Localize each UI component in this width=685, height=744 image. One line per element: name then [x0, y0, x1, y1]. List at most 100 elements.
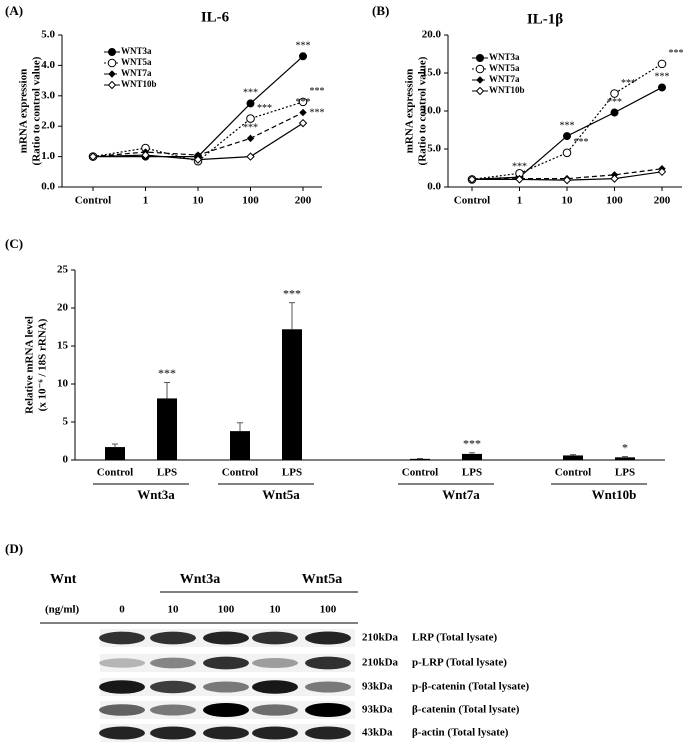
chart-title: IL-6 — [201, 9, 230, 25]
significance: * — [622, 440, 628, 454]
band — [99, 631, 145, 645]
marker — [107, 58, 117, 68]
marker — [475, 64, 485, 74]
marker — [246, 152, 255, 161]
significance: *** — [463, 437, 481, 451]
marker — [108, 70, 116, 78]
marker — [108, 48, 116, 56]
y-tick-label: 1.0 — [41, 150, 55, 162]
y-axis-label: (Ratio to control value) — [417, 56, 429, 165]
y-tick-label: 5.0 — [41, 29, 55, 41]
panel-label: (C) — [5, 236, 23, 251]
bar — [105, 447, 125, 460]
x-tick-label: Control — [75, 195, 111, 207]
legend-label: WNT3a — [489, 52, 520, 62]
x-tick-label: Control — [555, 467, 591, 479]
panel-label: (D) — [5, 541, 23, 556]
size-label: 210kDa — [362, 632, 399, 644]
marker — [610, 108, 619, 117]
marker — [657, 59, 667, 69]
marker — [467, 175, 477, 184]
row-label: β-catenin (Total lysate) — [412, 704, 520, 716]
marker — [562, 148, 572, 158]
band — [150, 726, 196, 740]
band — [203, 703, 249, 717]
band — [203, 726, 249, 740]
marker — [562, 175, 572, 185]
band — [305, 726, 351, 740]
y-tick-label: 15 — [57, 340, 69, 352]
bar — [230, 431, 250, 460]
marker — [193, 155, 203, 164]
bar — [615, 457, 635, 460]
band — [99, 704, 145, 716]
x-tick-label: Control — [222, 467, 258, 479]
band — [252, 657, 298, 669]
y-axis-label: mRNA expression — [404, 69, 416, 153]
chart-title: IL-1β — [527, 11, 563, 27]
marker — [476, 76, 484, 84]
row-label: LRP (Total lysate) — [412, 632, 497, 644]
band — [203, 681, 249, 693]
group-label: Wnt5a — [262, 487, 300, 502]
group-label: Wnt3a — [137, 487, 175, 502]
marker — [658, 83, 666, 92]
bar — [282, 329, 302, 460]
marker — [476, 54, 484, 62]
group-label: Wnt10b — [592, 487, 637, 502]
y-tick-label: 10 — [57, 378, 69, 390]
marker — [298, 118, 308, 128]
marker — [299, 108, 307, 117]
x-tick-label: 1 — [517, 195, 523, 207]
y-tick-label: 15.0 — [422, 67, 442, 79]
band — [150, 657, 196, 669]
y-axis-label: mRNA expression — [18, 69, 30, 153]
significance: *** — [621, 78, 636, 89]
significance: *** — [296, 41, 311, 52]
band — [203, 656, 249, 670]
band — [252, 704, 298, 716]
marker — [298, 97, 308, 107]
size-label: 210kDa — [362, 657, 399, 669]
bar — [563, 455, 583, 460]
x-tick-label: LPS — [157, 467, 177, 479]
significance: *** — [257, 103, 272, 114]
panel-label: (A) — [5, 3, 23, 18]
dose-label: 0 — [119, 604, 125, 616]
y-axis-label: (x 10⁻⁶ / 18S rRNA) — [37, 318, 49, 411]
dose-label: 10 — [168, 604, 180, 616]
size-label: 93kDa — [362, 681, 393, 693]
y-tick-label: 20.0 — [422, 29, 442, 41]
band — [99, 726, 145, 740]
x-tick-label: 200 — [295, 195, 312, 207]
dose-label: 100 — [320, 604, 337, 616]
significance: *** — [607, 97, 622, 108]
x-tick-label: 1 — [143, 195, 149, 207]
significance: *** — [310, 86, 325, 97]
legend-label: WNT10b — [121, 79, 157, 89]
x-tick-label: Control — [402, 467, 438, 479]
x-tick-label: 10 — [193, 195, 205, 207]
significance: *** — [560, 120, 575, 131]
y-tick-label: 0 — [63, 454, 69, 466]
band — [305, 656, 351, 670]
x-tick-label: 200 — [654, 195, 671, 207]
x-tick-label: Control — [97, 467, 133, 479]
marker — [246, 134, 255, 143]
y-tick-label: 2.0 — [41, 120, 55, 132]
unit-label: (ng/ml) — [45, 604, 80, 616]
size-label: 43kDa — [362, 727, 393, 739]
y-axis-label: Relative mRNA level — [24, 316, 36, 414]
significance: *** — [574, 137, 589, 148]
significance: *** — [669, 48, 684, 59]
line — [92, 101, 304, 162]
x-tick-label: LPS — [462, 467, 482, 479]
band — [150, 704, 196, 716]
x-tick-label: 100 — [242, 195, 259, 207]
bar — [410, 458, 430, 460]
marker — [299, 52, 307, 61]
legend-label: WNT5a — [489, 63, 520, 73]
band — [150, 680, 196, 694]
group-label: Wnt7a — [442, 487, 480, 502]
row-label: β-actin (Total lysate) — [412, 727, 509, 739]
